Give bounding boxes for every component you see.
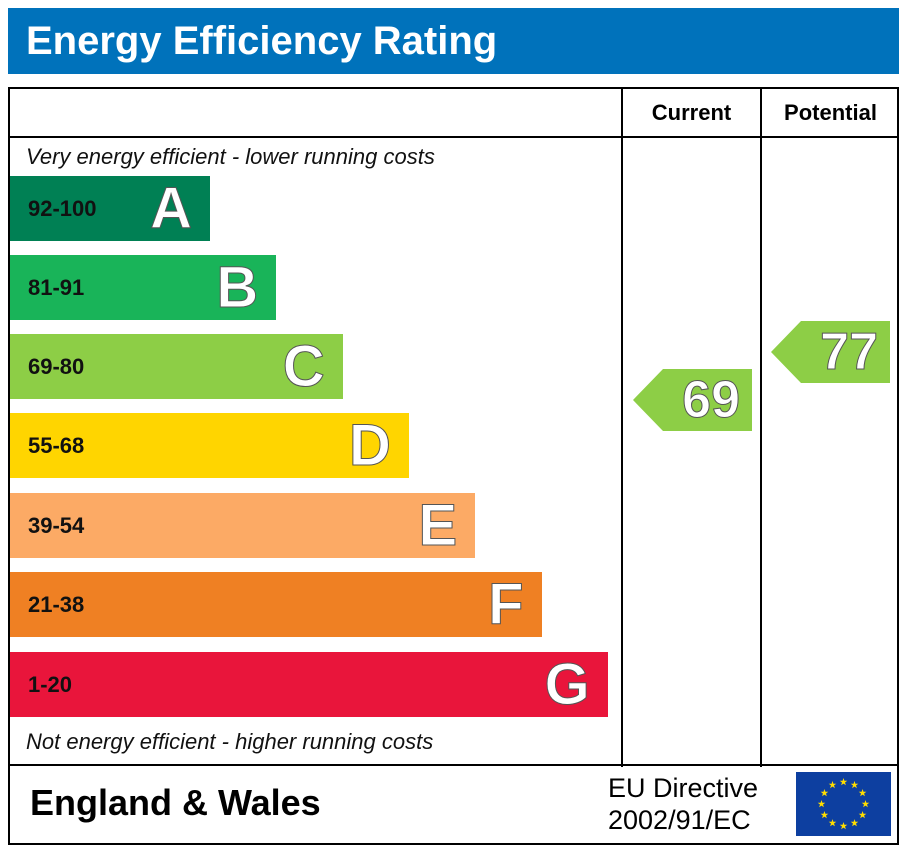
star-icon [828, 780, 837, 789]
bar-letter: A [150, 176, 193, 242]
bar-range: 1-20 [28, 672, 73, 697]
bar-letter: B [216, 255, 259, 321]
bar-range: 69-80 [28, 354, 85, 379]
bar-f: 21-38 F [10, 572, 542, 638]
star-icon [828, 819, 837, 827]
bar-letter: C [282, 334, 325, 400]
star-icon [839, 822, 848, 830]
star-icon [839, 778, 848, 786]
chart-title: Energy Efficiency Rating [8, 8, 899, 74]
region-label: England & Wales [30, 782, 321, 823]
current-column-header: Current [651, 100, 732, 125]
star-icon [858, 811, 867, 819]
bar-letter: E [418, 493, 458, 559]
bar-letter: G [544, 652, 590, 718]
column-divider [621, 87, 623, 767]
bar-range: 55-68 [28, 433, 85, 458]
bar-g: 1-20 G [10, 652, 608, 718]
bar-c: 69-80 C [10, 334, 343, 400]
column-divider [760, 87, 762, 767]
star-icon [850, 819, 859, 827]
bar-range: 21-38 [28, 592, 85, 617]
directive-label: EU Directive 2002/91/EC [608, 772, 758, 836]
star-icon [861, 800, 870, 808]
star-icon [850, 780, 859, 789]
bar-range: 39-54 [28, 513, 85, 538]
directive-line1: EU Directive [608, 773, 759, 803]
bar-range: 92-100 [28, 196, 97, 221]
top-note: Very energy efficient - lower running co… [26, 144, 435, 169]
directive-line2: 2002/91/EC [608, 805, 751, 835]
footer-divider [8, 764, 899, 766]
star-icon [858, 789, 867, 797]
bar-e: 39-54 E [10, 493, 476, 559]
star-icon [820, 789, 829, 797]
star-icon [820, 811, 829, 819]
star-icon [817, 800, 826, 808]
bar-range: 81-91 [28, 275, 85, 300]
header-divider [8, 136, 899, 138]
bar-letter: D [349, 413, 392, 479]
bottom-note: Not energy efficient - higher running co… [26, 729, 434, 754]
eu-flag-icon [796, 772, 891, 836]
potential-column-header: Potential [784, 100, 877, 125]
bar-d: 55-68 D [10, 413, 409, 479]
bar-a: 92-100 A [10, 176, 210, 242]
bar-b: 81-91 B [10, 255, 277, 321]
chart-frame [8, 87, 899, 845]
bar-letter: F [488, 572, 524, 638]
